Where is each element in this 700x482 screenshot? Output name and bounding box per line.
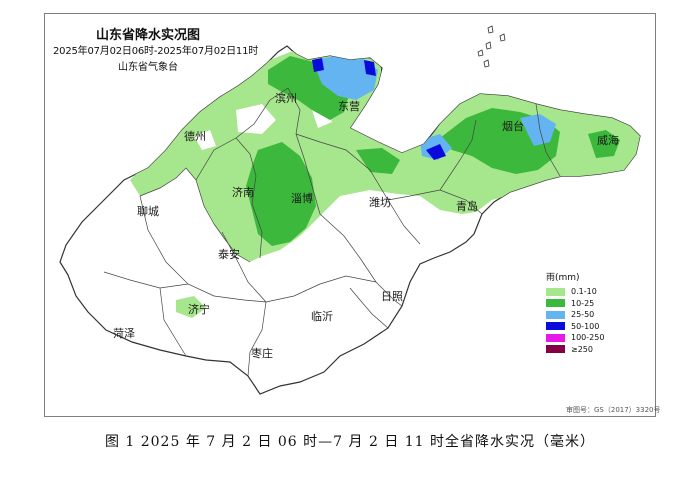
legend-swatch: [546, 287, 565, 296]
city-label-taian: 泰安: [218, 248, 240, 261]
city-label-weihai: 威海: [597, 134, 619, 147]
rain-area-blue-dongying: [312, 56, 378, 100]
legend-label: ≥250: [571, 344, 593, 354]
city-label-yantai: 烟台: [502, 120, 524, 133]
province-map: [59, 25, 641, 395]
legend-label: 0.1-10: [571, 287, 597, 297]
city-label-jining: 济宁: [188, 303, 210, 316]
city-label-heze: 菏泽: [113, 327, 135, 340]
map-approval-number: 审图号：GS（2017）3320号: [566, 406, 661, 414]
rainfall-shading: [62, 48, 640, 352]
legend-swatch: [546, 322, 565, 331]
figure-caption: 图 1 2025 年 7 月 2 日 06 时—7 月 2 日 11 时全省降水…: [104, 434, 596, 450]
city-label-dezhou: 德州: [184, 130, 206, 143]
islands: [477, 25, 506, 68]
legend-item: 50-100: [546, 321, 636, 333]
legend-title: 雨(mm): [546, 273, 580, 283]
city-label-weifang: 潍坊: [369, 196, 391, 209]
city-label-binzhou: 滨州: [275, 92, 297, 105]
legend-item: 10-25: [546, 298, 636, 310]
map-time-range: 2025年07月02日06时-2025年07月02日11时: [53, 46, 259, 57]
rain-area-darkblue-coast: [426, 144, 446, 160]
legend-item: 25-50: [546, 309, 636, 321]
legend-swatch: [546, 333, 565, 342]
legend-item: 0.1-10: [546, 286, 636, 298]
city-label-rizhao: 日照: [381, 290, 403, 303]
city-label-liaocheng: 聊城: [137, 205, 159, 218]
rain-area-darkblue-east: [364, 60, 376, 76]
rain-area-light-sw: [62, 338, 78, 352]
legend-swatch: [546, 310, 565, 319]
rain-area-blue-yantai: [520, 114, 556, 146]
city-label-qingdao: 青岛: [456, 200, 478, 213]
city-label-zibo: 淄博: [291, 192, 313, 205]
city-label-linyi: 临沂: [311, 310, 333, 323]
rainfall-legend: 雨(mm) 0.1-10 10-25 25-50 50-100 100-250 ≥250: [546, 270, 636, 355]
rain-area-green: [246, 142, 316, 246]
rain-area-green-coast: [356, 148, 400, 174]
city-label-dongying: 东营: [338, 100, 360, 113]
legend-label: 100-250: [571, 333, 605, 343]
legend-item: 100-250: [546, 332, 636, 344]
rain-area-light-ta: [210, 212, 236, 232]
legend-swatch: [546, 299, 565, 308]
rain-area-green-weihai: [588, 130, 620, 158]
map-source: 山东省气象台: [118, 62, 178, 73]
map-title: 山东省降水实况图: [96, 28, 201, 43]
city-boundaries: [103, 87, 561, 377]
city-label-zaozhuang: 枣庄: [251, 347, 273, 360]
legend-label: 25-50: [571, 310, 595, 320]
city-label-jinan: 济南: [232, 186, 254, 199]
legend-label: 10-25: [571, 298, 595, 308]
legend-swatch: [546, 345, 565, 354]
rain-area-darkblue: [312, 58, 324, 72]
legend-label: 50-100: [571, 321, 600, 331]
rain-area-light-jn: [176, 296, 206, 318]
legend-item: ≥250: [546, 344, 636, 356]
